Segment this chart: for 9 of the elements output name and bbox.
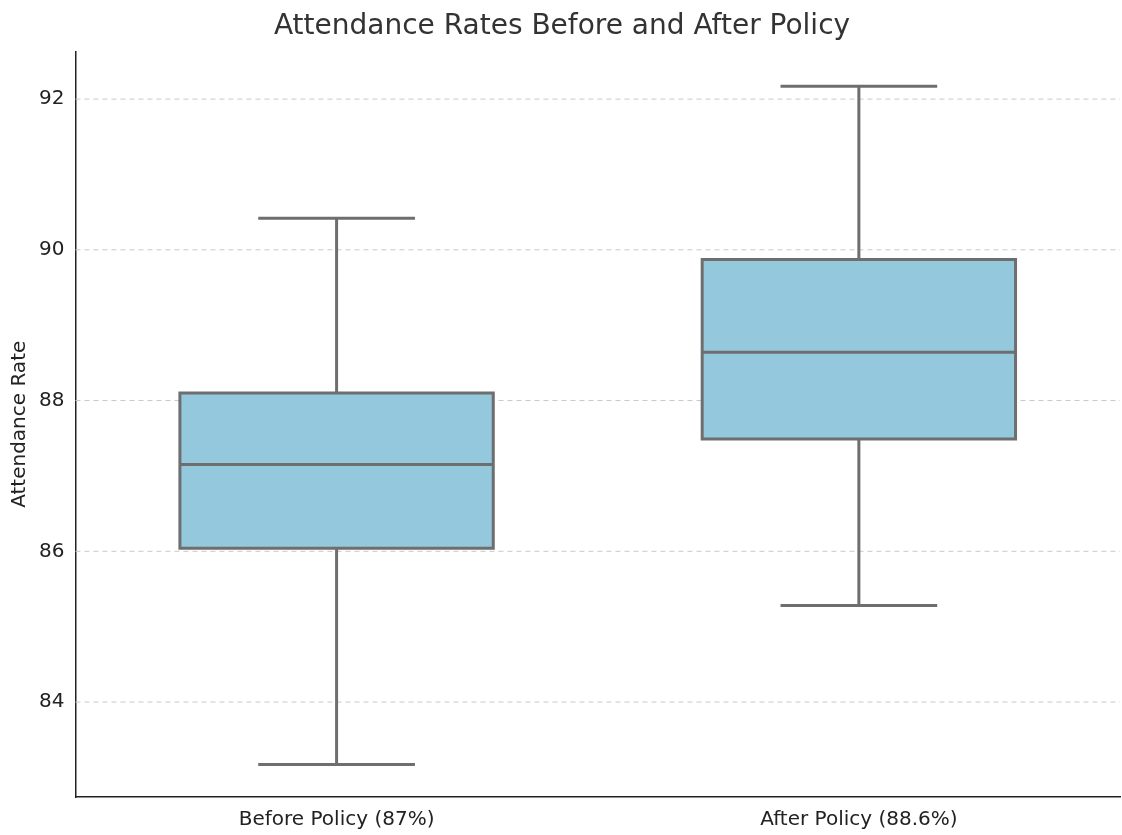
x-tick-label: After Policy (88.6%) bbox=[760, 806, 958, 831]
y-tick-label: 92 bbox=[39, 85, 65, 110]
y-tick-label: 88 bbox=[39, 386, 65, 411]
y-tick-label: 86 bbox=[39, 537, 65, 562]
y-tick-label: 90 bbox=[39, 236, 65, 261]
x-tick-label: Before Policy (87%) bbox=[238, 806, 435, 831]
y-axis-title: Attendance Rate bbox=[6, 340, 31, 508]
chart-title: Attendance Rates Before and After Policy bbox=[273, 8, 851, 42]
y-tick-label: 84 bbox=[39, 688, 65, 713]
